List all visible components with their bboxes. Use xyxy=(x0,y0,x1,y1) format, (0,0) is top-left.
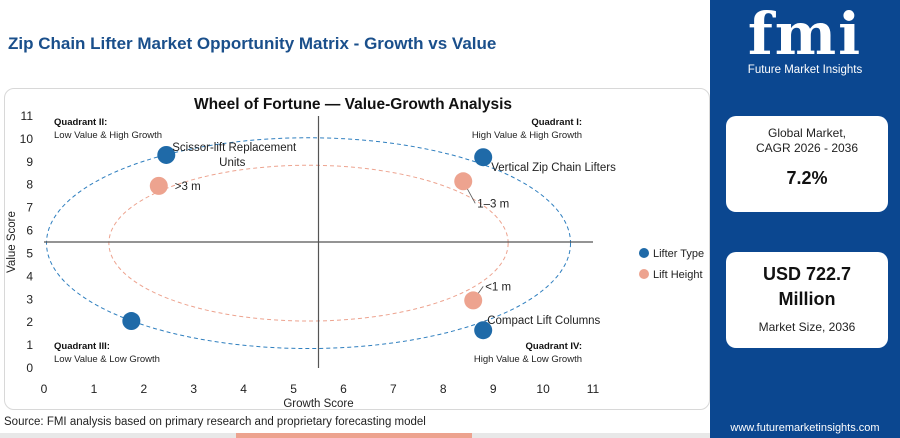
quadrant-subtitle: Low Value & Low Growth xyxy=(54,354,160,365)
market-size-card: USD 722.7 Million Market Size, 2036 xyxy=(726,252,888,348)
lift-height-point xyxy=(454,172,473,191)
quadrant-subtitle: Low Value & High Growth xyxy=(54,130,162,141)
fmi-logo: fmi Future Market Insights xyxy=(710,0,900,84)
market-size-value-line1: USD 722.7 xyxy=(762,264,852,284)
market-size-label: Market Size, 2036 xyxy=(758,320,856,334)
website-link[interactable]: www.futuremarketinsights.com xyxy=(730,422,880,434)
legend-label: Lift Height xyxy=(653,269,703,281)
y-tick-label: 10 xyxy=(20,132,34,146)
x-tick-label: 9 xyxy=(490,382,497,396)
market-size-value-line2: Million xyxy=(778,289,836,309)
cagr-card: Global Market, CAGR 2026 - 2036 7.2% xyxy=(726,116,888,212)
cagr-label-line1: Global Market, xyxy=(767,126,847,140)
lifter-type-point xyxy=(157,145,176,164)
lifter-type-point xyxy=(474,321,493,340)
y-tick-label: 3 xyxy=(26,292,33,306)
color-bar-segment-2 xyxy=(236,433,472,438)
point-label: 1–3 m xyxy=(477,198,509,210)
lifter-type-point xyxy=(474,148,493,167)
point-label: Vertical Zip Chain Lifters xyxy=(491,162,616,174)
color-bar-segment-3 xyxy=(472,433,710,438)
y-axis-label: Value Score xyxy=(6,211,18,273)
chart-panel xyxy=(4,88,710,410)
color-bar xyxy=(0,433,710,438)
y-tick-label: 4 xyxy=(26,269,33,283)
page-title: Zip Chain Lifter Market Opportunity Matr… xyxy=(8,34,497,53)
x-tick-label: 4 xyxy=(240,382,247,396)
point-label: <1 m xyxy=(485,281,511,293)
opportunity-matrix-chart: 0 1 2 3 4 5 6 7 8 9 10 11 0 1 2 3 4 5 6 7 8 9 10 11 Growth Score… xyxy=(6,109,704,410)
x-tick-label: 0 xyxy=(41,382,48,396)
chart-title: Wheel of Fortune — Value-Growth Analysis xyxy=(193,96,513,113)
cagr-label-line2: CAGR 2026 - 2036 xyxy=(755,141,859,155)
x-axis-label: Growth Score xyxy=(283,398,353,410)
x-tick-label: 1 xyxy=(91,382,98,396)
point-label: >3 m xyxy=(175,181,201,193)
x-tick-label: 2 xyxy=(140,382,147,396)
lift-height-point xyxy=(149,176,168,195)
quadrant-title: Quadrant III: xyxy=(54,341,110,352)
y-tick-label: 11 xyxy=(21,109,34,123)
quadrant-subtitle: High Value & High Growth xyxy=(472,130,582,141)
legend-marker xyxy=(639,269,649,279)
x-tick-label: 7 xyxy=(390,382,397,396)
y-tick-label: 2 xyxy=(26,315,33,329)
lift-height-point xyxy=(464,291,483,310)
cagr-value: 7.2% xyxy=(786,168,828,188)
y-tick-label: 1 xyxy=(26,338,33,352)
x-tick-label: 3 xyxy=(190,382,197,396)
outer-ellipse xyxy=(45,137,572,350)
point-label: Scissor-lift Replacement xyxy=(172,142,297,154)
source-note: Source: FMI analysis based on primary re… xyxy=(4,416,426,428)
y-tick-label: 7 xyxy=(26,201,33,215)
quadrant-title: Quadrant I: xyxy=(531,117,582,128)
quadrant-title: Quadrant IV: xyxy=(526,341,582,352)
x-tick-label: 5 xyxy=(290,382,297,396)
point-label-line2: Units xyxy=(219,157,245,169)
y-tick-label: 9 xyxy=(26,155,33,169)
lifter-type-point xyxy=(122,312,141,331)
x-tick-label: 11 xyxy=(587,382,600,396)
y-tick-label: 8 xyxy=(26,178,33,192)
y-tick-label: 5 xyxy=(26,246,33,260)
sidebar: fmi Future Market Insights Global Market… xyxy=(710,0,900,438)
legend-label: Lifter Type xyxy=(653,248,704,260)
x-tick-label: 8 xyxy=(440,382,447,396)
logo-text: fmi xyxy=(747,0,863,68)
x-tick-label: 10 xyxy=(536,382,550,396)
y-tick-label: 0 xyxy=(26,361,33,375)
point-label: Compact Lift Columns xyxy=(487,315,600,327)
x-tick-label: 6 xyxy=(340,382,347,396)
y-tick-label: 6 xyxy=(26,224,33,238)
quadrant-title: Quadrant II: xyxy=(54,117,107,128)
logo-subtitle: Future Market Insights xyxy=(747,64,863,76)
inner-ellipse xyxy=(108,164,509,322)
legend-marker xyxy=(639,248,649,258)
color-bar-segment-1 xyxy=(0,433,236,438)
quadrant-subtitle: High Value & Low Growth xyxy=(474,354,582,365)
